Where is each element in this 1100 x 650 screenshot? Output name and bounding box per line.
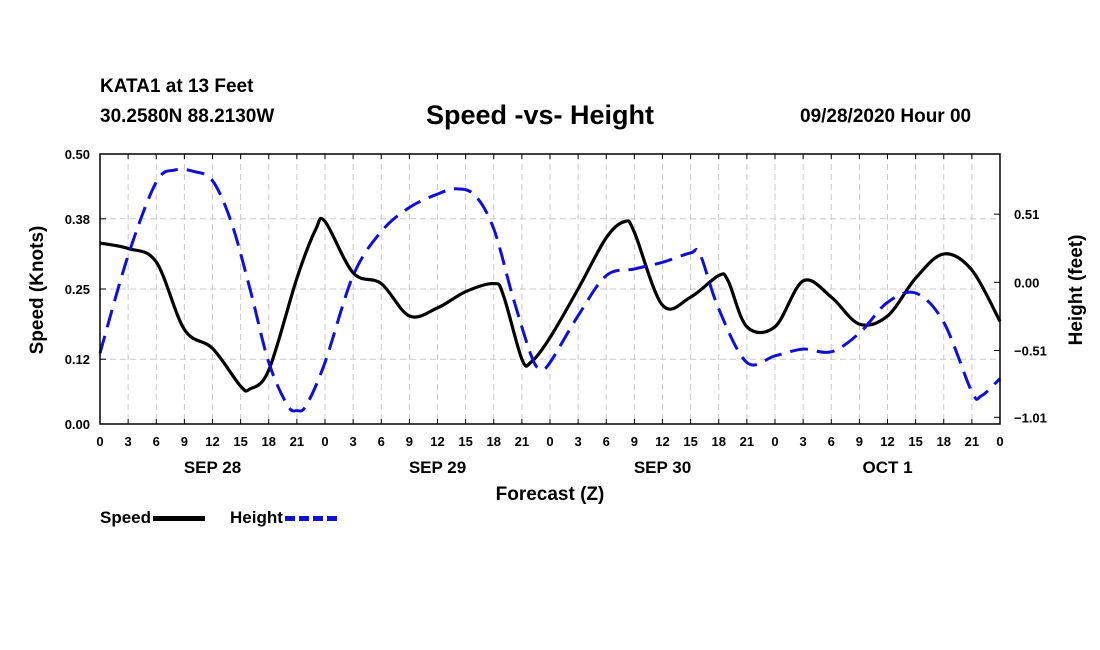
left-y-tick-label: 0.25	[65, 282, 90, 297]
legend-height-label: Height	[230, 508, 283, 527]
x-tick-label: 15	[458, 434, 472, 449]
x-tick-label: 0	[321, 434, 328, 449]
x-tick-label: 9	[406, 434, 413, 449]
day-label: SEP 29	[409, 458, 466, 477]
x-tick-label: 15	[908, 434, 922, 449]
x-axis-title: Forecast (Z)	[496, 484, 605, 505]
legend-speed-label: Speed	[100, 508, 152, 527]
x-tick-label: 0	[771, 434, 778, 449]
x-tick-label: 9	[181, 434, 188, 449]
x-tick-label: 12	[655, 434, 669, 449]
legend-speed: Speed	[100, 508, 206, 528]
x-tick-label: 6	[603, 434, 610, 449]
x-tick-label: 9	[631, 434, 638, 449]
right-y-tick-label: −1.01	[1014, 410, 1047, 425]
x-tick-label: 18	[262, 434, 276, 449]
legend-height-swatch	[284, 515, 337, 521]
forecast-datetime: 09/28/2020 Hour 00	[800, 106, 972, 127]
x-tick-label: 3	[350, 434, 357, 449]
x-tick-label: 3	[800, 434, 807, 449]
left-y-tick-label: 0.50	[65, 147, 90, 162]
right-y-tick-label: −0.51	[1014, 343, 1047, 358]
coordinates-label: 30.2580N 88.2130W	[100, 106, 275, 127]
x-tick-label: 0	[546, 434, 553, 449]
axis-ticks: 0 3 6 9 12 15 18 21 0 3 6 9 12 15 18 21 0 3 6 9 12 15 18 21 0 3 6 9…	[65, 147, 1047, 477]
x-tick-label: 0	[996, 434, 1003, 449]
x-tick-label: 21	[740, 434, 754, 449]
speed-series-line	[99, 216, 1002, 393]
x-tick-label: 3	[125, 434, 132, 449]
x-tick-label: 15	[233, 434, 247, 449]
left-y-tick-label: 0.00	[65, 417, 90, 432]
x-tick-label: 12	[430, 434, 444, 449]
station-label: KATA1 at 13 Feet	[100, 76, 254, 97]
height-series-line	[98, 167, 1002, 413]
day-label: OCT 1	[862, 458, 912, 477]
x-tick-label: 18	[487, 434, 501, 449]
x-tick-label: 15	[683, 434, 697, 449]
right-y-tick-label: 0.51	[1014, 207, 1039, 222]
chart-title: Speed -vs- Height	[426, 100, 655, 130]
right-y-axis-title: Height (feet)	[1066, 235, 1087, 346]
x-tick-label: 9	[856, 434, 863, 449]
grid-lines	[100, 154, 1000, 424]
x-tick-label: 21	[965, 434, 979, 449]
left-y-axis-title: Speed (Knots)	[27, 226, 48, 355]
x-tick-label: 6	[378, 434, 385, 449]
day-label: SEP 30	[634, 458, 691, 477]
series-lines	[98, 167, 1002, 413]
x-tick-label: 12	[205, 434, 219, 449]
x-tick-label: 21	[515, 434, 529, 449]
x-tick-label: 3	[575, 434, 582, 449]
x-tick-label: 6	[828, 434, 835, 449]
left-y-tick-label: 0.38	[65, 212, 90, 227]
x-tick-label: 21	[290, 434, 304, 449]
x-tick-label: 18	[712, 434, 726, 449]
day-label: SEP 28	[184, 458, 241, 477]
x-tick-label: 6	[153, 434, 160, 449]
left-y-tick-label: 0.12	[65, 352, 90, 367]
legend-height: Height	[230, 508, 337, 528]
legend-speed-swatch	[153, 515, 206, 521]
x-tick-label: 18	[937, 434, 951, 449]
x-tick-label: 0	[96, 434, 103, 449]
x-tick-label: 12	[880, 434, 894, 449]
right-y-tick-label: 0.00	[1014, 275, 1039, 290]
